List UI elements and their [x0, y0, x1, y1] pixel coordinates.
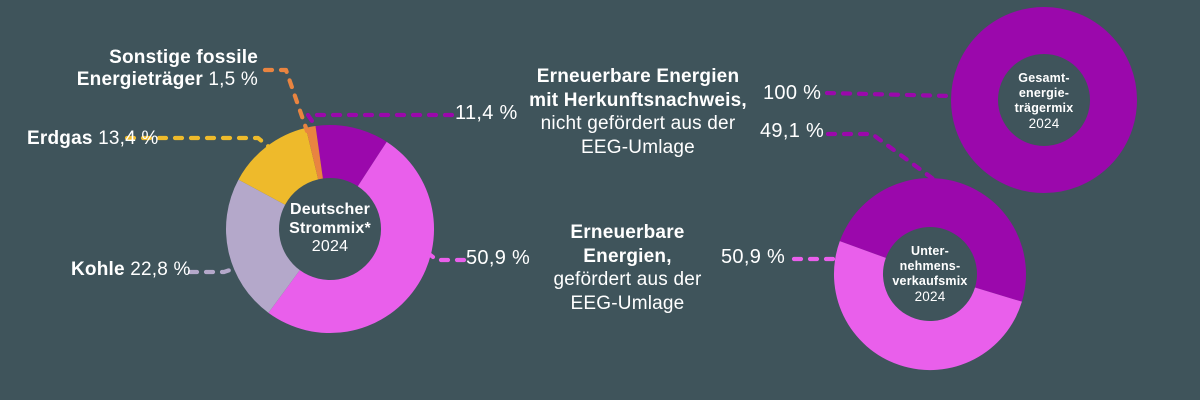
annotation-eeg-line1: Erneuerbare — [570, 222, 685, 243]
label-erdgas: Erdgas 13,4 % — [27, 128, 158, 150]
gesamt-center-year: 2024 — [1028, 116, 1060, 131]
annotation-hkn-line2: mit Herkunftsnachweis, — [529, 89, 747, 111]
donut-unternehmensverkaufsmix — [833, 178, 1026, 371]
annotation-eeg-line4: EEG-Umlage — [570, 292, 685, 314]
value-erdgas: 13,4 % — [98, 128, 159, 149]
value-sonstige: 1,5 % — [208, 69, 258, 90]
strommix-center-line2: Strommix* — [289, 219, 371, 237]
value-verkauf-hkn: 49,1 % — [760, 120, 825, 142]
value-strommix-eeg: 50,9 % — [466, 247, 531, 269]
label-kohle: Kohle 22,8 % — [71, 259, 191, 281]
verkauf-center-line1: Unter- — [910, 244, 949, 258]
label-sonstige-line1: Sonstige fossile — [109, 47, 258, 68]
label-sonstige-fossile: Sonstige fossile Energieträger 1,5 % — [77, 47, 258, 91]
value-gesamt: 100 % — [763, 82, 822, 104]
strommix-center-year: 2024 — [311, 238, 349, 255]
annotation-hkn-line3: nicht gefördert aus der — [540, 113, 736, 134]
connector-hkn — [305, 112, 455, 130]
segment-unternehmensverkaufsmix-1 — [833, 241, 1022, 371]
donut-center-strommix: Deutscher Strommix* 2024 — [270, 201, 390, 257]
value-strommix-hkn: 11,4 % — [455, 102, 518, 124]
donut-deutscher-strommix — [225, 124, 435, 334]
verkauf-center-line2: nehmens- — [899, 259, 961, 273]
gesamt-center-line1: Gesamt- — [1018, 71, 1070, 85]
gesamt-center-line3: trägermix — [1014, 101, 1074, 115]
segment-deutscher-strommix-4 — [305, 126, 323, 180]
value-verkauf-eeg: 50,9 % — [721, 246, 786, 268]
segment-gesamtenergietraegermix-0 — [951, 7, 1137, 193]
connector-eeg-left — [426, 251, 467, 263]
annotation-hkn: Erneuerbare Energien mit Herkunftsnachwe… — [508, 65, 768, 159]
donut-center-gesamt: Gesamt- energie- trägermix 2024 — [994, 71, 1094, 131]
verkauf-center-line3: verkaufsmix — [892, 274, 968, 288]
connector-gesamt — [824, 90, 953, 99]
connector-kohle — [187, 266, 236, 275]
label-erdgas-name: Erdgas — [27, 128, 93, 149]
segment-unternehmensverkaufsmix-0 — [839, 178, 1026, 302]
donut-center-verkauf: Unter- nehmens- verkaufsmix 2024 — [880, 244, 980, 304]
segment-deutscher-strommix-2 — [225, 179, 300, 313]
connector-erdgas — [124, 135, 277, 154]
gesamt-center-line2: energie- — [1018, 86, 1070, 100]
connector-verkauf-hkn — [825, 131, 939, 184]
label-sonstige-line2: Energieträger — [76, 69, 203, 90]
donut-gesamtenergietraegermix — [951, 7, 1137, 193]
annotation-eeg: Erneuerbare Energien, gefördert aus der … — [525, 221, 730, 315]
connector-sonstige — [262, 67, 310, 134]
segment-deutscher-strommix-0 — [315, 124, 387, 187]
annotation-hkn-line1: Erneuerbare Energien — [536, 66, 740, 87]
segment-deutscher-strommix-1 — [268, 141, 435, 334]
annotation-eeg-line3: gefördert aus der — [553, 269, 702, 290]
verkauf-center-year: 2024 — [914, 289, 946, 304]
segment-deutscher-strommix-3 — [238, 127, 319, 205]
annotation-hkn-line4: EEG-Umlage — [581, 136, 695, 158]
strommix-center-line1: Deutscher — [289, 201, 371, 218]
label-kohle-name: Kohle — [71, 259, 125, 280]
value-kohle: 22,8 % — [130, 259, 191, 280]
annotation-eeg-line2: Energien, — [583, 245, 672, 267]
